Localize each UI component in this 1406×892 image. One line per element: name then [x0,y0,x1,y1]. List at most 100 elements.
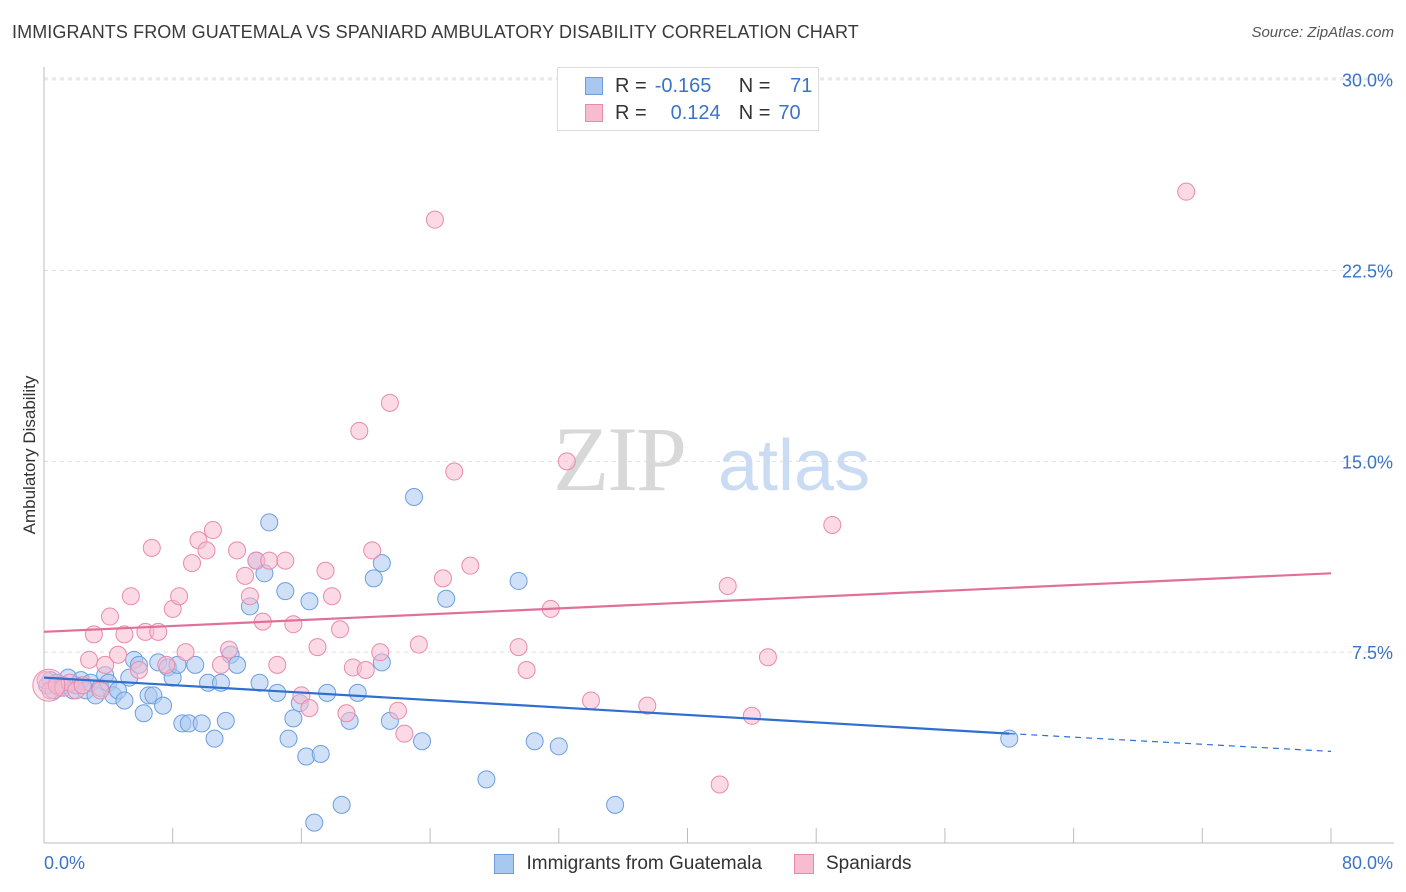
spaniards-point [350,421,369,440]
spaniards-point [240,587,259,606]
spaniards-point [100,607,119,626]
spaniards-point [445,462,464,481]
guatemala-point [228,655,247,674]
spaniards-point [211,655,230,674]
series-legend: Immigrants from Guatemala Spaniards [0,851,1406,877]
spaniards-point [363,541,382,560]
legend-row-spaniards: R = 0.124 N = 70 [558,100,812,126]
spaniards-point [121,587,140,606]
guatemala-point [300,592,319,611]
spaniards-point [409,635,428,654]
y-tick-label: 15.0% [1342,452,1393,472]
guatemala-point [549,737,568,756]
guatemala-point [509,571,528,590]
guatemala-point [332,795,351,814]
spaniards-point [322,587,341,606]
spaniards-point [337,704,356,723]
spaniards-point [581,691,600,710]
spaniards-point [300,699,319,718]
series-legend-spaniards[interactable]: Spaniards [793,853,912,875]
spaniards-point [316,561,335,580]
guatemala-point [413,732,432,751]
series-legend-guatemala[interactable]: Immigrants from Guatemala [494,853,762,875]
spaniards-point [170,587,189,606]
x-tick-label: 80.0% [1342,853,1393,873]
spaniards-point [91,681,110,700]
legend-swatch-guatemala [585,77,603,95]
y-tick-label: 30.0% [1342,71,1393,91]
guatemala-point [192,714,211,733]
spaniards-point [228,541,247,560]
guatemala-point [437,589,456,608]
spaniards-point [758,648,777,667]
guatemala-point [606,795,625,814]
spaniards-point [96,655,115,674]
spaniards-point [268,655,287,674]
spaniards-point [109,645,128,664]
spaniards-point [710,775,729,794]
legend-n-value: 71 [790,74,813,97]
guatemala-point [205,729,224,748]
guatemala-point [372,554,391,573]
spaniards-point [157,655,176,674]
legend-r-value: 0.124 [670,101,721,124]
guatemala-point [115,691,134,710]
legend-n-label: N = [738,74,771,97]
watermark-atlas: atlas [718,426,870,506]
spaniards-point [308,638,327,657]
spaniards-point [183,554,202,573]
chart-source: Source: ZipAtlas.com [1251,24,1394,41]
axis-labels: 7.5% 15.0% 22.5% 30.0% 0.0% 80.0% Ambulatory D… [20,71,1393,873]
guatemala-point [348,683,367,702]
spaniards-point [80,650,99,669]
spaniards-trend-line [43,572,1332,633]
spaniards-point [388,701,407,720]
y-axis-label: Ambulatory Disability [20,375,39,534]
spaniards-point [197,541,216,560]
spaniards-point [276,551,295,570]
guatemala-point [276,582,295,601]
watermark: ZIP atlas [553,408,870,510]
y-tick-label: 22.5% [1342,262,1393,282]
guatemala-point [134,704,153,723]
guatemala-point [279,729,298,748]
spaniards-point [1177,182,1196,201]
spaniards-point [220,640,239,659]
guatemala-point [260,513,279,532]
guatemala-trend-line [43,676,1010,735]
spaniards-point [115,625,134,644]
grid-lines [44,77,1394,653]
guatemala-point [284,709,303,728]
spaniards-point [509,638,528,657]
spaniards-point [461,556,480,575]
guatemala-point [268,683,287,702]
spaniards-point [356,660,375,679]
guatemala-point [311,744,330,763]
spaniards-point [742,706,761,725]
spaniards-point [517,660,536,679]
y-tick-label: 7.5% [1352,643,1393,663]
spaniards-point [718,577,737,596]
series-label-spaniards: Spaniards [825,853,912,874]
spaniards-point [129,660,148,679]
guatemala-point [405,487,424,506]
series-label-guatemala: Immigrants from Guatemala [526,853,762,874]
correlation-legend: R = -0.165 N = 71 R = 0.124 N = 70 [557,67,819,131]
spaniards-point [331,620,350,639]
spaniards-point [638,696,657,715]
spaniards-point [371,643,390,662]
guatemala-point [154,696,173,715]
legend-r-value: -0.165 [654,74,712,97]
spaniards-point [557,452,576,471]
legend-swatch-spaniards [585,104,603,122]
spaniards-point [292,686,311,705]
guatemala-point [477,770,496,789]
guatemala-point [250,673,269,692]
spaniards-point [425,210,444,229]
spaniards-point [380,393,399,412]
guatemala-point [216,711,235,730]
guatemala-point [305,813,324,832]
spaniards-point [395,724,414,743]
legend-r-label: R = [615,74,647,97]
spaniards-point [142,538,161,557]
